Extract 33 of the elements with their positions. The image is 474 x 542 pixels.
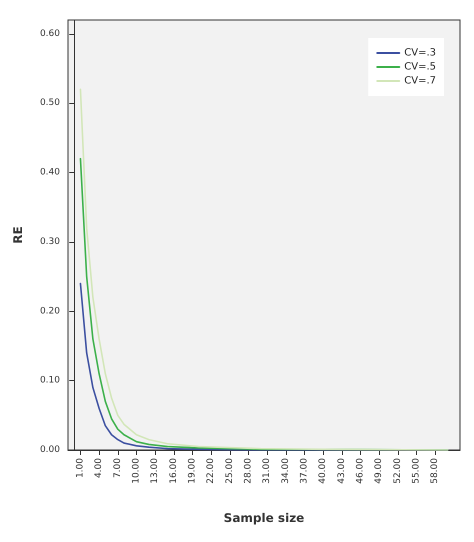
- y-tick-label: 0.50: [40, 98, 60, 108]
- x-tick-label: 49.00: [374, 458, 384, 484]
- x-tick-label: 34.00: [280, 458, 291, 484]
- y-axis-title: RE: [11, 226, 25, 244]
- legend-label: CV=.3: [404, 48, 436, 58]
- x-tick-label: 7.00: [112, 458, 123, 478]
- x-tick-label: 4.00: [94, 458, 104, 478]
- x-tick-label: 40.00: [318, 458, 328, 484]
- y-tick-label: 0.30: [40, 236, 60, 247]
- x-tick-label: 52.00: [392, 458, 403, 484]
- x-tick-label: 25.00: [224, 458, 235, 484]
- y-tick-label: 0.10: [40, 376, 60, 386]
- x-tick-label: 13.00: [150, 458, 160, 484]
- y-tick-label: 0.40: [40, 168, 60, 178]
- x-axis-title: Sample size: [224, 511, 304, 525]
- x-tick-label: 37.00: [299, 458, 310, 484]
- x-tick-label: 1.00: [75, 458, 86, 478]
- x-tick-label: 31.00: [262, 458, 272, 484]
- x-tick-label: 28.00: [243, 458, 254, 484]
- x-tick-label: 16.00: [168, 458, 179, 484]
- y-tick-label: 0.20: [40, 306, 60, 316]
- x-tick-label: 19.00: [187, 458, 198, 484]
- x-tick-label: 46.00: [355, 458, 366, 484]
- line-series: [80, 88, 448, 451]
- x-tick-label: 22.00: [206, 458, 216, 484]
- y-tick-label: 0.60: [40, 28, 60, 39]
- x-tick-label: 10.00: [131, 458, 142, 484]
- x-tick-label: 58.00: [430, 458, 440, 484]
- x-tick-label: 55.00: [411, 458, 422, 484]
- x-tick-label: 43.00: [336, 458, 347, 484]
- legend-label: CV=.7: [404, 76, 436, 86]
- y-tick-label: 0.00: [40, 445, 60, 455]
- legend-label: CV=.5: [404, 62, 436, 72]
